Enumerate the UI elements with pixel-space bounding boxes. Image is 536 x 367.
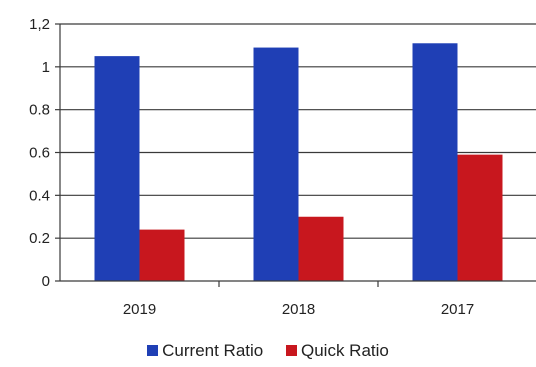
y-tick-label: 0.4: [29, 187, 50, 204]
legend-label-current-ratio: Current Ratio: [162, 341, 264, 360]
bar-quick-ratio-2018: [298, 216, 344, 281]
legend-swatch-quick-ratio: [285, 345, 297, 356]
legend-label-quick-ratio: Quick Ratio: [300, 341, 389, 360]
axes: [55, 23, 536, 287]
legend-swatch-current-ratio: [147, 345, 159, 356]
legend: Current Ratio Quick Ratio: [0, 341, 536, 361]
legend-item-quick-ratio: Quick Ratio: [285, 341, 389, 361]
y-tick-label: 0: [42, 273, 50, 290]
bar-current-ratio-2019: [94, 56, 140, 281]
y-tick-label: 0.2: [29, 230, 50, 247]
bar-current-ratio-2017: [412, 43, 458, 282]
x-tick-label: 2018: [282, 301, 315, 318]
y-tick-label: 0.6: [29, 145, 50, 162]
y-tick-label: 0.8: [29, 102, 50, 119]
y-tick-label: 1: [42, 59, 50, 76]
bar-current-ratio-2018: [253, 47, 299, 281]
bar-quick-ratio-2017: [457, 154, 503, 281]
y-tick-label: 1,2: [29, 16, 50, 33]
legend-item-current-ratio: Current Ratio: [147, 341, 263, 361]
bar-chart: 0 0.2 0.4 0.6 0.8 1 1,2 2019 2018 2017: [29, 16, 536, 318]
bar-quick-ratio-2019: [139, 229, 185, 281]
bars: [94, 43, 503, 282]
x-tick-label: 2019: [123, 301, 156, 318]
tick-labels: 0 0.2 0.4 0.6 0.8 1 1,2 2019 2018 2017: [29, 16, 474, 318]
x-tick-label: 2017: [441, 301, 474, 318]
